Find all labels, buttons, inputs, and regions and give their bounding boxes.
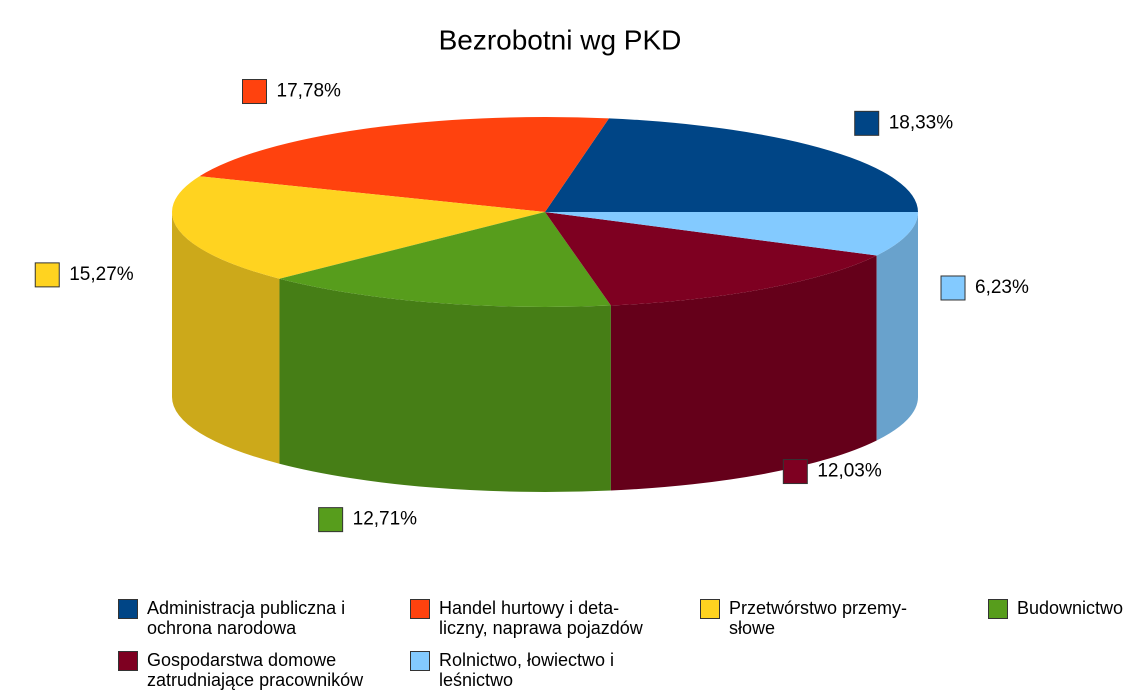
legend-swatch [118,651,138,671]
data-label: 6,23% [975,277,1029,298]
label-swatch [782,459,808,485]
slice [172,176,546,279]
legend-swatch [988,599,1008,619]
legend-item: Gospodarstwa domowe zatrudniające pracow… [118,650,363,690]
slice [545,212,918,256]
slice-side [279,278,611,493]
data-label: 17,78% [277,81,342,102]
slice [199,116,609,212]
legend-label: Administracja publiczna i ochrona narodo… [147,598,346,638]
legend-item: Przetwórstwo przemy- słowe [700,598,907,638]
chart-title: Bezrobotni wg PKD [439,24,682,55]
slice-side [172,212,280,464]
data-label: 12,03% [817,461,882,482]
data-label: 18,33% [889,112,954,133]
legend-label: Przetwórstwo przemy- słowe [729,598,908,638]
slice [279,212,611,307]
legend-item: Administracja publiczna i ochrona narodo… [118,598,345,638]
legend-label: Rolnictwo, łowiectwo i leśnictwo [439,650,615,690]
tops [172,116,918,307]
label-swatch [854,110,880,136]
legend-swatch [410,599,430,619]
data-label: 12,71% [353,509,418,530]
slice [545,118,918,212]
label-swatch [242,79,268,105]
sides [172,212,918,493]
data-label: 15,27% [69,264,134,285]
legend-label: Handel hurtowy i deta- liczny, naprawa p… [439,598,643,638]
legend-item: Rolnictwo, łowiectwo i leśnictwo [410,650,614,690]
legend-label: Budownictwo [1017,598,1124,618]
legend-swatch [700,599,720,619]
slice [545,212,877,306]
slice-side [610,255,877,491]
label-swatch [34,262,60,288]
label-swatch [318,507,344,533]
legend-swatch [118,599,138,619]
legend-item: Handel hurtowy i deta- liczny, naprawa p… [410,598,643,638]
legend-label: Gospodarstwa domowe zatrudniające pracow… [147,650,364,690]
legend-item: Budownictwo [988,598,1123,619]
legend-swatch [410,651,430,671]
slice-side [876,212,918,441]
label-swatch [940,275,966,301]
